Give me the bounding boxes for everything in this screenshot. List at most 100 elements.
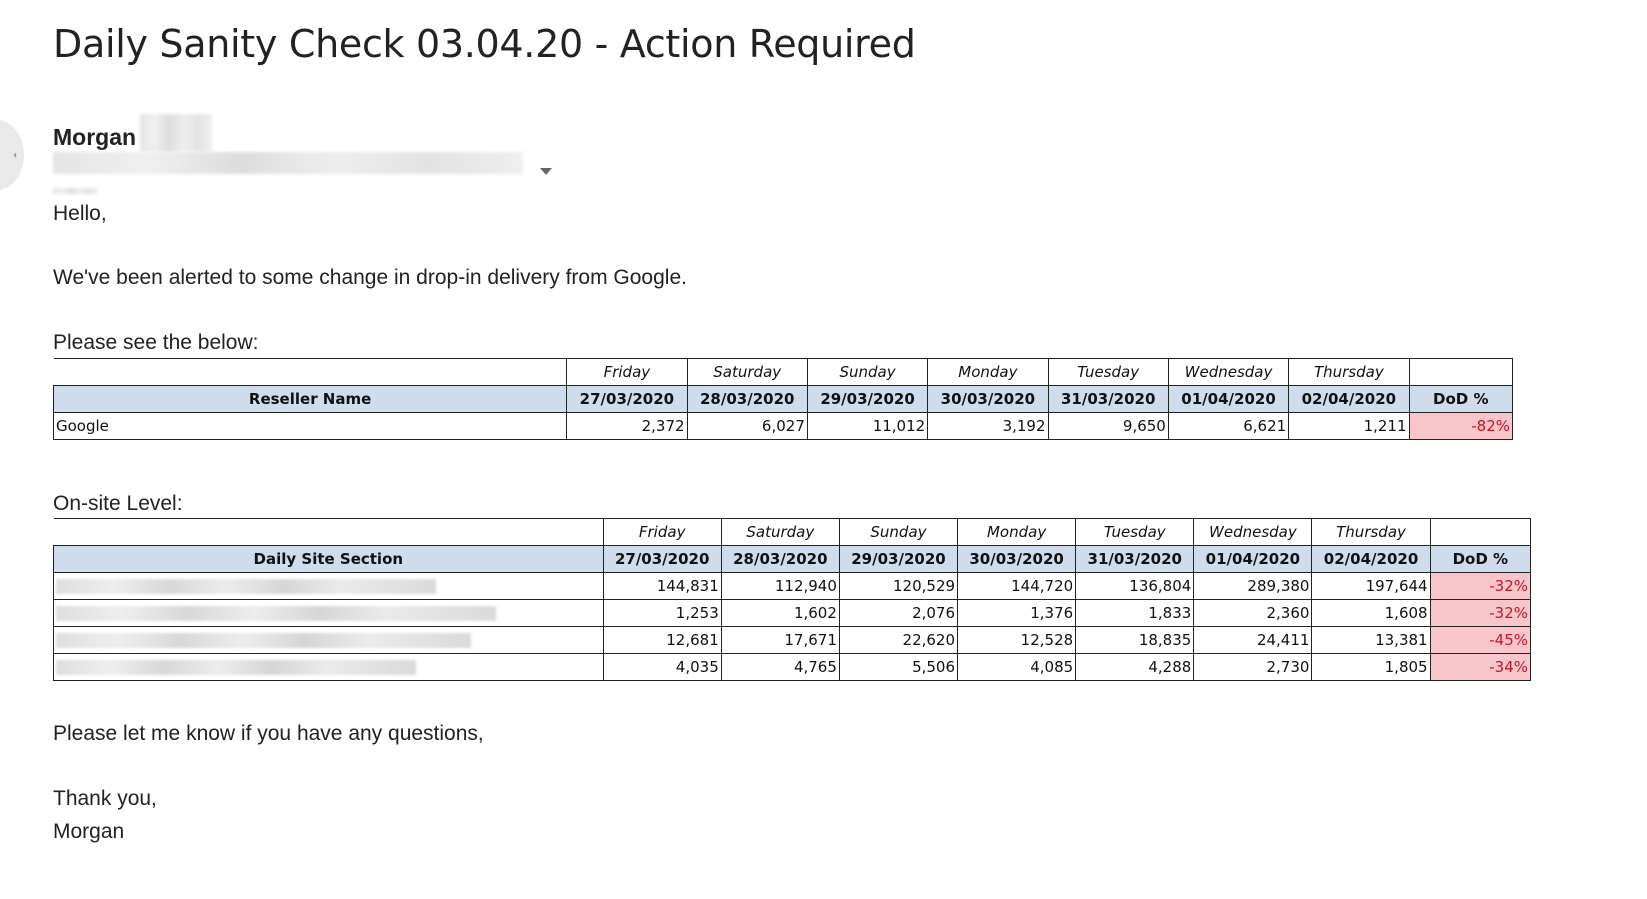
value-cell: 22,620	[838, 626, 959, 654]
table-row: Google 2,372 6,027 11,012 3,192 9,650 6,621 1,2…	[52, 412, 1514, 440]
value-cell: 1,602	[720, 599, 840, 627]
day-cell: Saturday	[686, 358, 808, 386]
see-below-text: Please see the below:	[53, 331, 259, 354]
chevron-down-icon[interactable]	[540, 168, 552, 175]
row-name-cell	[53, 653, 604, 681]
redacted-section-name	[56, 579, 436, 594]
day-cell: Sunday	[806, 358, 929, 386]
dod-cell: -32%	[1429, 572, 1532, 600]
value-cell: 1,376	[957, 599, 1077, 627]
redacted-section-name	[56, 633, 471, 648]
date-header-cell: 29/03/2020	[806, 385, 929, 413]
value-cell: 11,012	[806, 412, 929, 440]
day-cell: Saturday	[720, 518, 840, 546]
day-cell: Monday	[957, 518, 1077, 546]
date-header-cell: 31/03/2020	[1075, 545, 1195, 573]
dod-cell: -34%	[1429, 653, 1532, 681]
table-row: 12,681 17,671 22,620 12,528 18,835 24,411 13,3…	[53, 626, 1532, 654]
signature-text: Morgan	[53, 820, 125, 843]
sender-avatar[interactable]: ◖	[0, 120, 24, 190]
greeting-text: Hello,	[53, 202, 107, 225]
day-cell: Sunday	[838, 518, 959, 546]
table-row: 144,831 112,940 120,529 144,720 136,804 289,3…	[53, 572, 1532, 600]
name-header-cell: Daily Site Section	[53, 545, 604, 573]
day-cell: Wednesday	[1193, 518, 1313, 546]
value-cell: 4,035	[602, 653, 722, 681]
value-cell: 6,621	[1167, 412, 1290, 440]
value-cell: 197,644	[1311, 572, 1431, 600]
value-cell: 17,671	[720, 626, 840, 654]
value-cell: 24,411	[1193, 626, 1313, 654]
row-name-cell	[53, 626, 604, 654]
site-section-table: Friday Saturday Sunday Monday Tuesday Wednesd…	[53, 518, 1532, 681]
redacted-section-name	[56, 606, 496, 621]
value-cell: 12,528	[957, 626, 1077, 654]
redacted-sender-address	[53, 152, 523, 174]
day-cell: Wednesday	[1167, 358, 1290, 386]
date-header-cell: 31/03/2020	[1047, 385, 1169, 413]
date-header-cell: 27/03/2020	[602, 545, 722, 573]
intro-text: We've been alerted to some change in dro…	[53, 266, 687, 289]
name-header-cell: Reseller Name	[52, 385, 568, 413]
day-header-row: Friday Saturday Sunday Monday Tuesday Wednesd…	[53, 358, 1514, 386]
dod-cell: -45%	[1429, 626, 1532, 654]
redacted-section-name	[56, 660, 416, 675]
date-header-cell: 27/03/2020	[566, 385, 688, 413]
thanks-text: Thank you,	[53, 787, 157, 810]
value-cell: 289,380	[1193, 572, 1313, 600]
empty-header-cell	[1429, 518, 1532, 546]
value-cell: 1,608	[1311, 599, 1431, 627]
value-cell: 120,529	[838, 572, 959, 600]
reseller-table: Friday Saturday Sunday Monday Tuesday Wednesd…	[52, 358, 1514, 440]
row-name-cell	[53, 599, 604, 627]
date-header-cell: 30/03/2020	[927, 385, 1049, 413]
day-cell: Friday	[566, 358, 688, 386]
sender-name[interactable]: Morgan	[53, 124, 137, 150]
value-cell: 3,192	[927, 412, 1049, 440]
email-subject: Daily Sanity Check 03.04.20 - Action Req…	[53, 22, 916, 66]
value-cell: 1,805	[1311, 653, 1431, 681]
empty-header-cell	[1408, 358, 1514, 386]
value-cell: 1,253	[602, 599, 722, 627]
dod-header-cell: DoD %	[1429, 545, 1532, 573]
table-row: 1,253 1,602 2,076 1,376 1,833 2,360 1,608 -32%	[53, 599, 1532, 627]
value-cell: 2,360	[1193, 599, 1313, 627]
value-cell: 2,076	[838, 599, 959, 627]
row-name-cell: Google	[52, 412, 568, 440]
date-header-cell: 28/03/2020	[720, 545, 840, 573]
value-cell: 4,765	[720, 653, 840, 681]
day-cell: Thursday	[1311, 518, 1431, 546]
avatar-icon: ◖	[11, 150, 18, 161]
date-header-cell: 28/03/2020	[686, 385, 808, 413]
value-cell: 2,730	[1193, 653, 1313, 681]
redacted-recipient	[53, 188, 98, 194]
date-header-cell: 01/04/2020	[1167, 385, 1290, 413]
date-header-cell: 02/04/2020	[1311, 545, 1431, 573]
day-cell: Monday	[927, 358, 1049, 386]
value-cell: 112,940	[720, 572, 840, 600]
value-cell: 12,681	[602, 626, 722, 654]
day-cell: Friday	[602, 518, 722, 546]
table-row: 4,035 4,765 5,506 4,085 4,288 2,730 1,805 -34%	[53, 653, 1532, 681]
value-cell: 2,372	[566, 412, 688, 440]
value-cell: 4,085	[957, 653, 1077, 681]
value-cell: 18,835	[1075, 626, 1195, 654]
onsite-level-label: On-site Level:	[53, 492, 183, 515]
empty-header-cell	[53, 518, 604, 546]
dod-cell: -82%	[1408, 412, 1514, 440]
value-cell: 1,833	[1075, 599, 1195, 627]
redacted-sender-surname	[140, 114, 212, 152]
date-header-cell: 02/04/2020	[1288, 385, 1410, 413]
date-header-row: Reseller Name 27/03/2020 28/03/2020 29/03/2…	[52, 385, 1514, 413]
date-header-cell: 01/04/2020	[1193, 545, 1313, 573]
date-header-cell: 29/03/2020	[838, 545, 959, 573]
day-cell: Thursday	[1288, 358, 1410, 386]
value-cell: 13,381	[1311, 626, 1431, 654]
value-cell: 5,506	[838, 653, 959, 681]
date-header-row: Daily Site Section 27/03/2020 28/03/2020 29…	[53, 545, 1532, 573]
empty-header-cell	[53, 358, 568, 386]
closing-text: Please let me know if you have any quest…	[53, 722, 484, 745]
value-cell: 9,650	[1047, 412, 1169, 440]
dod-cell: -32%	[1429, 599, 1532, 627]
value-cell: 4,288	[1075, 653, 1195, 681]
